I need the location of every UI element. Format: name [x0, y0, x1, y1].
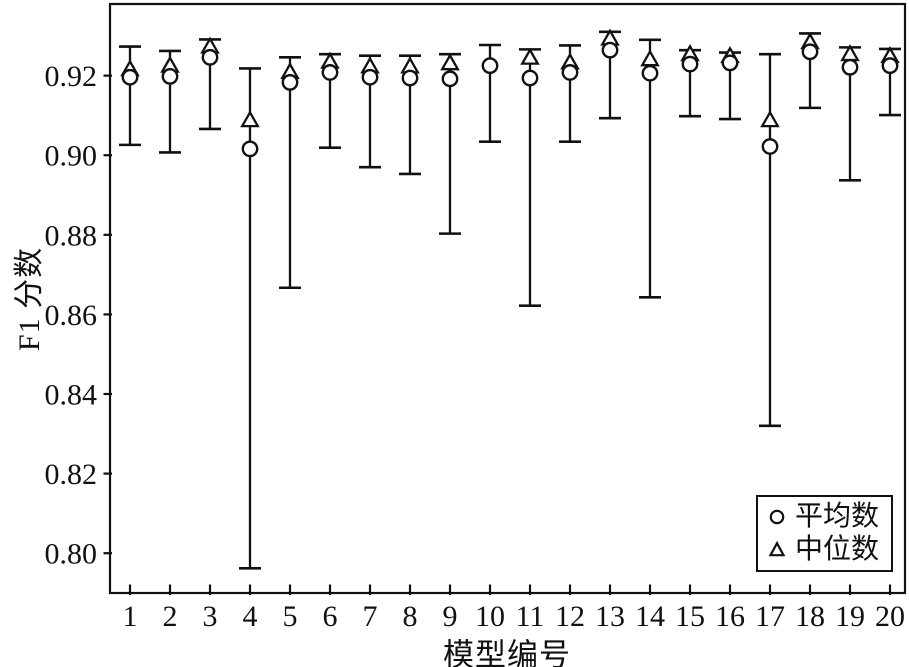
mean-marker-model-17	[761, 138, 779, 155]
median-marker-model-17	[760, 110, 780, 128]
x-tick-label-2: 2	[163, 600, 178, 633]
y-tick-label-0.88: 0.88	[45, 219, 98, 252]
x-tick-label-5: 5	[283, 600, 298, 633]
x-tick-label-4: 4	[243, 600, 258, 633]
median-marker-model-9	[440, 53, 460, 71]
mean-marker-model-9	[441, 70, 459, 88]
legend-label-mean: 平均数	[795, 500, 880, 532]
legend-item-median: 中位数	[766, 536, 887, 564]
x-tick-label-6: 6	[323, 600, 338, 633]
x-tick-label-17: 17	[755, 600, 785, 633]
y-tick-label-0.80: 0.80	[45, 538, 98, 571]
mean-marker-model-19	[841, 58, 859, 76]
x-tick-label-15: 15	[675, 600, 705, 633]
mean-marker-model-4	[241, 140, 259, 158]
mean-marker-model-14	[641, 64, 659, 82]
mean-marker-model-6	[321, 64, 339, 81]
median-marker-model-14	[640, 49, 660, 67]
x-tick-label-19: 19	[835, 600, 865, 633]
x-tick-label-13: 13	[595, 600, 625, 633]
mean-marker-model-1	[121, 68, 139, 86]
mean-marker-model-11	[521, 69, 539, 87]
circle-marker-icon	[769, 509, 785, 525]
y-tick-label-0.84: 0.84	[45, 379, 98, 412]
legend: 平均数 中位数	[756, 495, 893, 572]
mean-marker-model-7	[361, 68, 379, 86]
mean-marker-model-15	[681, 55, 699, 73]
median-marker-model-11	[520, 47, 540, 65]
mean-marker-model-12	[561, 64, 579, 81]
mean-marker-model-3	[201, 48, 219, 66]
x-tick-label-11: 11	[516, 600, 545, 633]
x-tick-label-8: 8	[403, 600, 418, 633]
plot-border	[108, 2, 907, 595]
x-tick-label-14: 14	[635, 600, 665, 633]
x-axis-title: 模型编号	[443, 637, 571, 667]
legend-item-mean: 平均数	[766, 500, 887, 532]
median-marker-model-4	[240, 110, 260, 128]
x-tick-label-9: 9	[443, 600, 458, 633]
y-tick-label-0.90: 0.90	[45, 140, 98, 173]
mean-marker-model-2	[161, 68, 179, 85]
x-tick-label-7: 7	[363, 600, 378, 633]
y-tick-label-0.92: 0.92	[45, 60, 98, 93]
x-tick-label-12: 12	[555, 600, 585, 633]
mean-marker-model-13	[601, 41, 619, 59]
legend-label-median: 中位数	[795, 534, 880, 566]
mean-marker-model-18	[801, 43, 819, 61]
mean-marker-model-8	[401, 69, 419, 87]
x-tick-label-10: 10	[475, 600, 505, 633]
x-tick-label-3: 3	[203, 600, 218, 633]
x-tick-label-18: 18	[795, 600, 825, 633]
x-tick-label-1: 1	[123, 600, 138, 633]
mean-marker-model-5	[281, 74, 299, 91]
y-tick-label-0.82: 0.82	[45, 458, 98, 491]
mean-marker-model-10	[481, 57, 499, 75]
y-axis-title: F1 分数	[13, 246, 46, 352]
mean-marker-model-16	[721, 54, 739, 72]
mean-marker-model-20	[881, 57, 899, 75]
triangle-marker-icon	[768, 541, 786, 557]
x-tick-label-20: 20	[875, 600, 905, 633]
x-tick-label-16: 16	[715, 600, 745, 633]
y-tick-label-0.86: 0.86	[45, 299, 98, 332]
